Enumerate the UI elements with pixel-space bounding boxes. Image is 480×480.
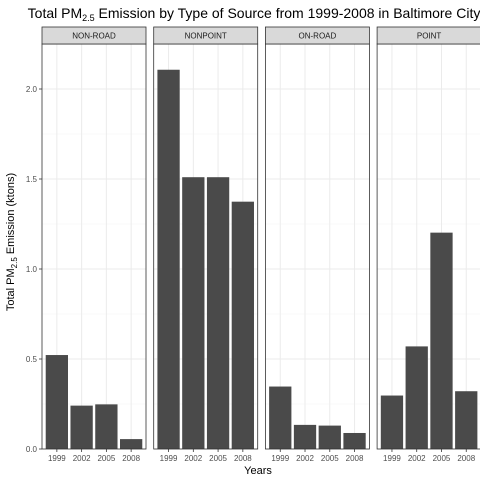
facet-panel-on-road: ON-ROAD 1999 2002 2005 2008	[264, 26, 370, 463]
x-tick-label: 1999	[271, 454, 289, 463]
chart-title-subscript: 2.5	[82, 13, 95, 23]
x-tick-label: 2005	[433, 454, 451, 463]
facet-strip	[153, 26, 259, 45]
x-tick-label: 2008	[122, 454, 140, 463]
facet-panel-non-road: NON-ROAD 1999 2002 2005 2008	[41, 26, 147, 463]
bar-non-road-2005	[95, 404, 118, 449]
x-tick-label: 2002	[73, 454, 91, 463]
y-tick-label: 0.0	[26, 445, 38, 454]
y-tick-label: 2.0	[26, 85, 38, 94]
x-tick-label: 2005	[209, 454, 227, 463]
x-axis-title: Years	[244, 465, 272, 477]
bar-point-2008	[455, 391, 478, 449]
facet-strip-label: NONPOINT	[185, 32, 227, 41]
bar-point-2002	[405, 346, 428, 449]
facet-strip-label: POINT	[417, 32, 442, 41]
facet-strip-label: ON-ROAD	[299, 32, 337, 41]
x-tick-label: 1999	[48, 454, 66, 463]
chart-title-suffix: Emission by Type of Source from 1999-200…	[95, 5, 480, 21]
bar-nonpoint-2008	[231, 201, 254, 449]
x-tick-label: 1999	[160, 454, 178, 463]
x-tick-label: 1999	[383, 454, 401, 463]
facet-panel-nonpoint: NONPOINT 1999 2002 2005 2008	[153, 26, 259, 463]
facet-strip	[41, 26, 147, 45]
y-tick-label: 1.0	[26, 265, 38, 274]
panel-background	[265, 44, 370, 449]
x-tick-label: 2005	[321, 454, 339, 463]
panel-background	[377, 44, 480, 449]
x-tick-label: 2005	[97, 454, 115, 463]
bar-on-road-2002	[293, 424, 317, 449]
y-axis-title: Total PM2.5 Emission (ktons)	[5, 173, 19, 311]
bar-nonpoint-1999	[157, 69, 180, 450]
y-axis: 0.0 0.5 1.0 1.5 2.0	[26, 85, 42, 454]
y-axis-title-subscript: 2.5	[10, 257, 19, 269]
x-tick-label: 2008	[234, 454, 252, 463]
x-tick-label: 2002	[184, 454, 202, 463]
chart-title: Total PM2.5 Emission by Type of Source f…	[28, 5, 480, 23]
y-axis-title-suffix: Emission (ktons)	[5, 173, 17, 257]
chart-title-prefix: Total PM	[28, 5, 82, 21]
facet-panels: NON-ROAD 1999 2002 2005 2008 NONPOINT 1999 2002…	[41, 26, 480, 463]
bar-non-road-1999	[45, 355, 68, 449]
x-tick-label: 2008	[346, 454, 364, 463]
facet-strip	[376, 26, 480, 45]
bar-on-road-2005	[318, 425, 341, 449]
x-tick-label: 2002	[408, 454, 426, 463]
facet-panel-point: POINT 1999 2002 2005 2008	[376, 26, 480, 463]
bar-point-1999	[380, 395, 404, 449]
x-tick-label: 2002	[296, 454, 314, 463]
bar-non-road-2002	[70, 405, 93, 449]
y-axis-title-prefix: Total PM	[5, 268, 17, 311]
facet-strip-label: NON-ROAD	[72, 32, 116, 41]
bar-nonpoint-2005	[206, 177, 230, 449]
bar-on-road-2008	[343, 432, 366, 449]
bar-nonpoint-2002	[182, 177, 205, 449]
y-tick-label: 1.5	[26, 175, 38, 184]
x-tick-label: 2008	[457, 454, 475, 463]
bar-on-road-1999	[269, 386, 292, 449]
bar-point-2005	[430, 232, 453, 449]
facet-strip	[264, 26, 370, 45]
bar-non-road-2008	[120, 439, 143, 449]
y-tick-label: 0.5	[26, 355, 38, 364]
